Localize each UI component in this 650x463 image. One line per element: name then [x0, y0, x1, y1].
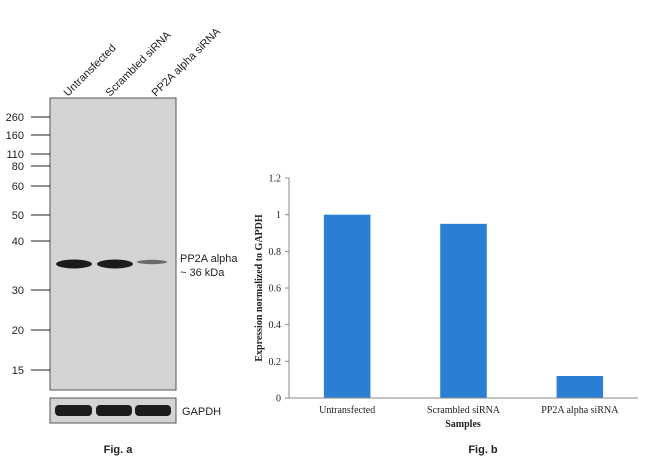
band-label-size: ~ 36 kDa [180, 267, 225, 279]
band-pp2a-scrambled [97, 259, 133, 269]
marker-label-20: 20 [12, 325, 24, 337]
x-tick-label: Untransfected [319, 405, 375, 416]
western-blot-panel: Untransfected Scrambled siRNA PP2A alpha… [6, 25, 239, 456]
band-gapdh-knockdown [135, 405, 171, 416]
gapdh-label: GAPDH [182, 406, 221, 418]
band-pp2a-untransfected [56, 259, 92, 269]
blot-membrane [49, 97, 177, 391]
x-tick-label: PP2A alpha siRNA [541, 405, 619, 416]
y-tick-label: 1 [276, 210, 281, 221]
y-tick-label: 0.8 [269, 247, 282, 258]
marker-label-260: 260 [6, 112, 24, 124]
marker-label-160: 160 [6, 130, 24, 142]
marker-label-80: 80 [12, 161, 24, 173]
bar-pp2a-alpha-sirna [556, 376, 604, 398]
band-label-protein: PP2A alpha [180, 253, 238, 265]
x-tick-label: Scrambled siRNA [427, 405, 501, 416]
bar-untransfected [323, 214, 371, 398]
bar-scrambled-sirna [440, 223, 487, 398]
band-gapdh-scrambled [96, 405, 132, 416]
figure-a-caption: Fig. a [104, 444, 134, 456]
marker-label-50: 50 [12, 210, 24, 222]
expression-bar-chart: 0 0.2 0.4 0.6 0.8 1 1.2 Untransfected Scrambled… [254, 174, 638, 456]
marker-label-60: 60 [12, 181, 24, 193]
figure-b-caption: Fig. b [468, 444, 498, 456]
y-tick-label: 0 [276, 394, 281, 405]
y-axis-title: Expression normalized to GAPDH [254, 214, 265, 362]
band-pp2a-knockdown [137, 259, 167, 265]
marker-label-15: 15 [12, 365, 24, 377]
y-tick-label: 0.2 [269, 357, 282, 368]
y-tick-label: 1.2 [269, 174, 282, 185]
x-axis-title: Samples [445, 419, 481, 430]
marker-label-40: 40 [12, 236, 24, 248]
y-tick-label: 0.6 [269, 284, 282, 295]
y-tick-label: 0.4 [269, 320, 282, 331]
band-gapdh-untransfected [55, 405, 92, 416]
marker-label-110: 110 [6, 149, 24, 161]
marker-label-30: 30 [12, 285, 24, 297]
